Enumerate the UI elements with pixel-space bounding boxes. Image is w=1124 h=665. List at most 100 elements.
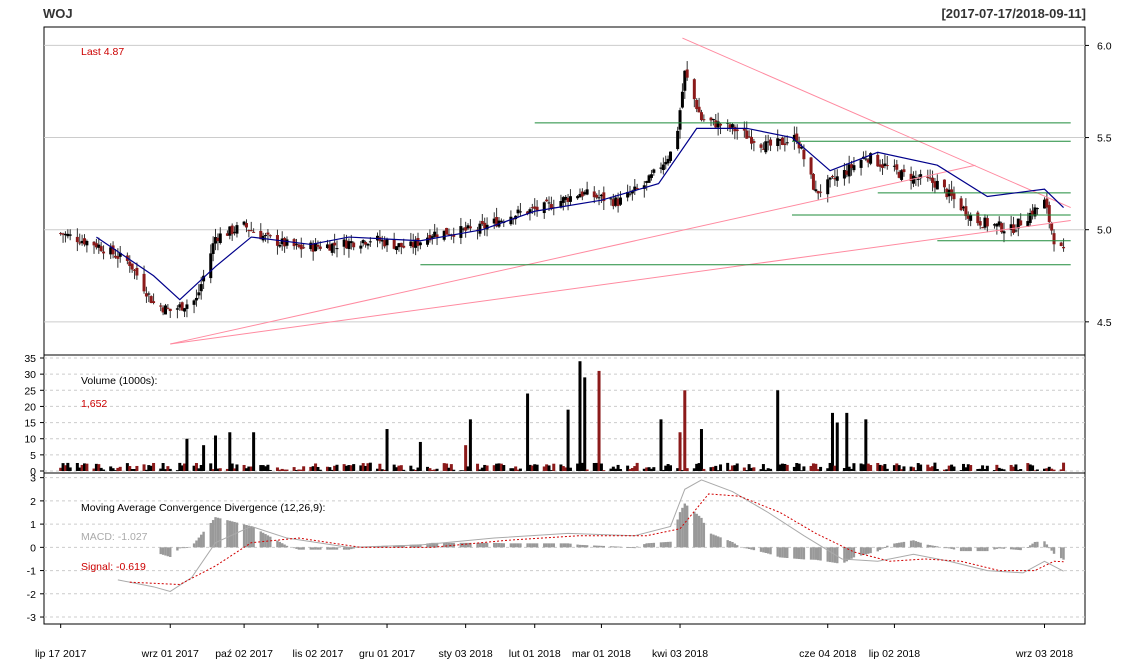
candle-body [892,165,896,167]
volume-bar [366,463,370,471]
volume-bar [919,464,923,471]
macd-histogram-bar [986,547,989,552]
macd-histogram-bar [828,547,832,563]
candle-body [699,112,703,121]
volume-bar [809,465,813,471]
candle-body [635,187,639,189]
macd-histogram-bar [983,547,987,552]
macd-histogram-bar [269,536,272,548]
volume-bar [509,468,513,471]
macd-histogram-bar [867,547,870,554]
macd-histogram-bar [497,543,501,548]
volume-bar [952,466,956,471]
candle-body [795,133,799,143]
volume-bar [647,467,651,471]
candle-body [535,206,539,211]
volume-bar [1033,470,1037,471]
macd-histogram-bar [626,547,629,548]
macd-histogram-bar [752,547,756,551]
macd-histogram-bar [478,542,482,548]
candle-body [442,230,446,240]
macd-histogram-bar [333,547,336,550]
volume-bar [280,468,284,471]
macd-histogram-bar [962,547,965,552]
macd-histogram-bar [328,547,332,550]
candle-body [561,197,565,203]
candle-body [914,177,918,179]
candle-body [214,237,218,244]
volume-bar [847,466,851,471]
volume-bar [116,467,120,471]
macd-histogram-bar [178,547,181,549]
volume-bar [411,469,415,471]
macd-histogram-bar [981,547,984,552]
volume-bar [476,463,480,471]
candle-body [585,189,589,195]
volume-bar [485,465,489,471]
x-tick-label: wrz 03 2018 [1015,648,1073,660]
volume-bar [99,467,103,471]
volume-bar [228,432,232,471]
macd-histogram-bar [252,527,255,548]
candle-body [264,235,268,237]
macd-histogram-bar [969,547,972,552]
macd-histogram-bar [1029,545,1032,548]
candle-body [499,220,503,222]
volume-bar [333,465,337,471]
volume-bar [275,467,279,471]
volume-bar [511,468,515,471]
x-tick-label: cze 04 2018 [799,648,856,660]
date-range: [2017-07-17/2018-09-11] [941,6,1086,21]
volume-bar [94,463,98,471]
candle-body [483,222,487,229]
macd-histogram-bar [450,542,453,548]
candle-body [163,305,167,315]
volume-y-tick-label: 15 [24,418,36,430]
candle-body [63,233,67,236]
macd-histogram-bar [609,546,613,548]
volume-bar [685,468,689,471]
candle-body [464,227,468,231]
macd-histogram-bar [695,513,698,548]
candle-body [866,159,870,163]
candle-body [1019,220,1023,226]
volume-bar [900,469,904,471]
macd-y-tick-label: 2 [30,496,36,508]
macd-histogram-bar [978,547,982,552]
macd-histogram-bar [159,547,162,555]
candle-body [1031,210,1035,216]
volume-bar [766,468,770,471]
macd-histogram-bar [917,541,920,548]
volume-y-tick-label: 5 [30,450,36,462]
candle-body [702,119,706,121]
macd-histogram-bar [1059,547,1063,559]
volume-bar [828,462,832,471]
candle-body [244,223,248,228]
macd-histogram-bar [192,543,196,548]
volume-bar [842,468,846,471]
macd-histogram-bar [569,543,572,548]
macd-histogram-bar [311,547,315,550]
candle-body [445,227,449,235]
candle-body [952,193,956,200]
volume-bar [1009,464,1013,471]
volume-bar [764,469,768,471]
volume-bar [726,462,730,471]
candle-body [895,164,899,170]
candle-body [969,214,973,221]
macd-histogram-bar [242,524,246,548]
candle-body [959,198,963,211]
candle-body [909,173,913,181]
macd-line [117,479,1064,593]
macd-histogram-bar [909,540,913,548]
volume-bar [109,466,113,471]
macd-histogram-bar [736,545,739,548]
candle-body [568,196,572,202]
volume-bar [461,470,465,471]
candle-body [1050,222,1054,231]
volume-bar [814,463,818,471]
candle-body [318,246,322,249]
candle-body [452,234,456,237]
volume-bar [130,469,134,471]
candle-body [133,269,137,271]
